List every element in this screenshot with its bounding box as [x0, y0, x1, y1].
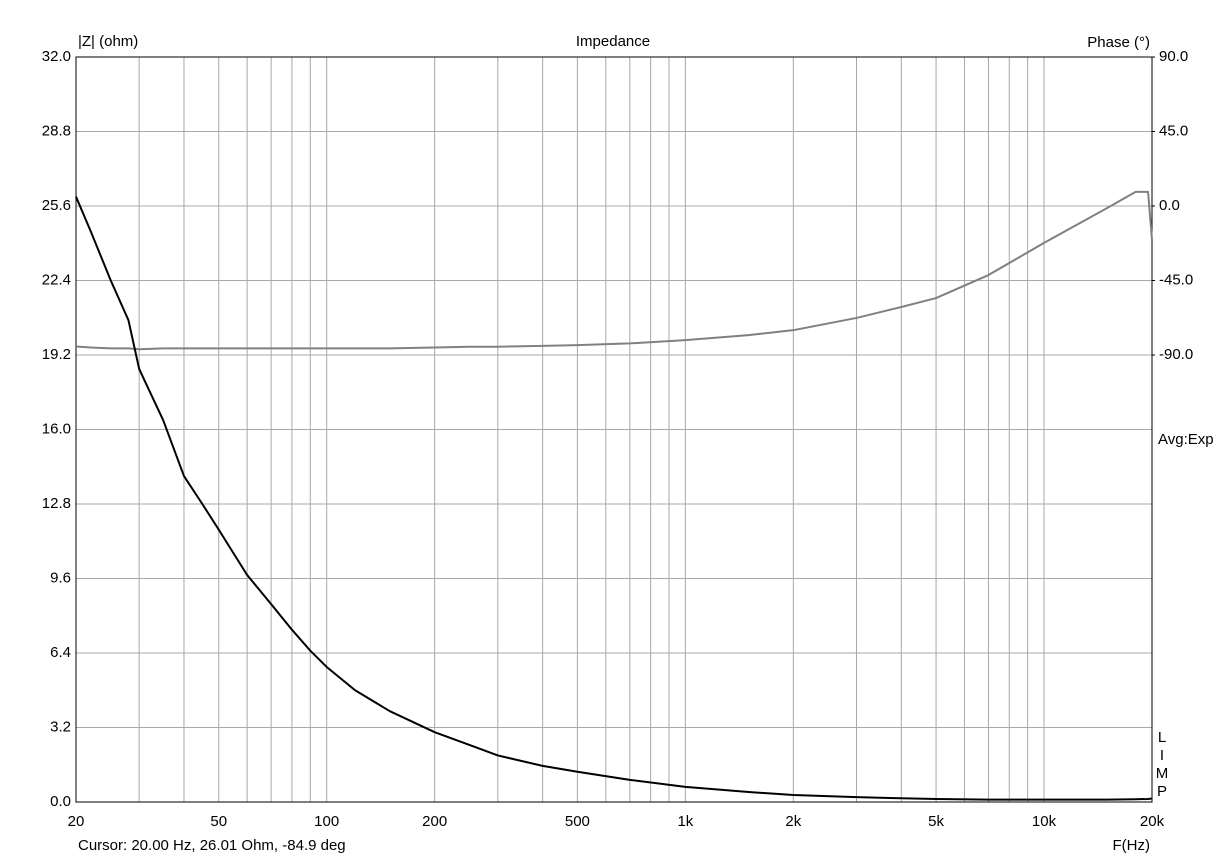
y2-axis-label: Phase (°) [1087, 34, 1150, 51]
x-tick-label: 5k [928, 813, 944, 830]
y2-tick-label: -45.0 [1159, 271, 1193, 288]
y-tick-label: 32.0 [42, 48, 71, 65]
y-tick-label: 25.6 [42, 197, 71, 214]
series-line [75, 196, 1153, 801]
y-tick-label: 6.4 [50, 644, 71, 661]
x-tick-label: 20 [68, 813, 85, 830]
series-line [75, 190, 1153, 351]
y2-tick-label: -90.0 [1159, 346, 1193, 363]
y-tick-label: 28.8 [42, 122, 71, 139]
y-tick-label: 0.0 [50, 793, 71, 810]
y-tick-label: 22.4 [42, 271, 71, 288]
cursor-readout: Cursor: 20.00 Hz, 26.01 Ohm, -84.9 deg [78, 837, 346, 854]
y2-tick-label: 90.0 [1159, 48, 1188, 65]
y-tick-label: 9.6 [50, 569, 71, 586]
y-tick-label: 3.2 [50, 718, 71, 735]
x-tick-label: 1k [677, 813, 693, 830]
x-axis-label: F(Hz) [1113, 837, 1151, 854]
annotation: Avg:Exp [1158, 431, 1214, 448]
y-tick-label: 16.0 [42, 420, 71, 437]
grid [75, 56, 1153, 803]
x-tick-label: 20k [1140, 813, 1165, 830]
y2-tick-label: 0.0 [1159, 197, 1180, 214]
x-tick-label: 200 [422, 813, 447, 830]
x-tick-label: 10k [1032, 813, 1057, 830]
x-tick-label: 100 [314, 813, 339, 830]
x-tick-label: 50 [210, 813, 227, 830]
side-label: LIMP [1154, 729, 1171, 801]
y-axis-label: |Z| (ohm) [78, 33, 138, 50]
plot-frame [75, 56, 1153, 803]
x-tick-label: 2k [785, 813, 801, 830]
y-tick-label: 12.8 [42, 495, 71, 512]
chart-title: Impedance [576, 33, 650, 50]
y-tick-label: 19.2 [42, 346, 71, 363]
x-tick-label: 500 [565, 813, 590, 830]
y2-tick-label: 45.0 [1159, 122, 1188, 139]
